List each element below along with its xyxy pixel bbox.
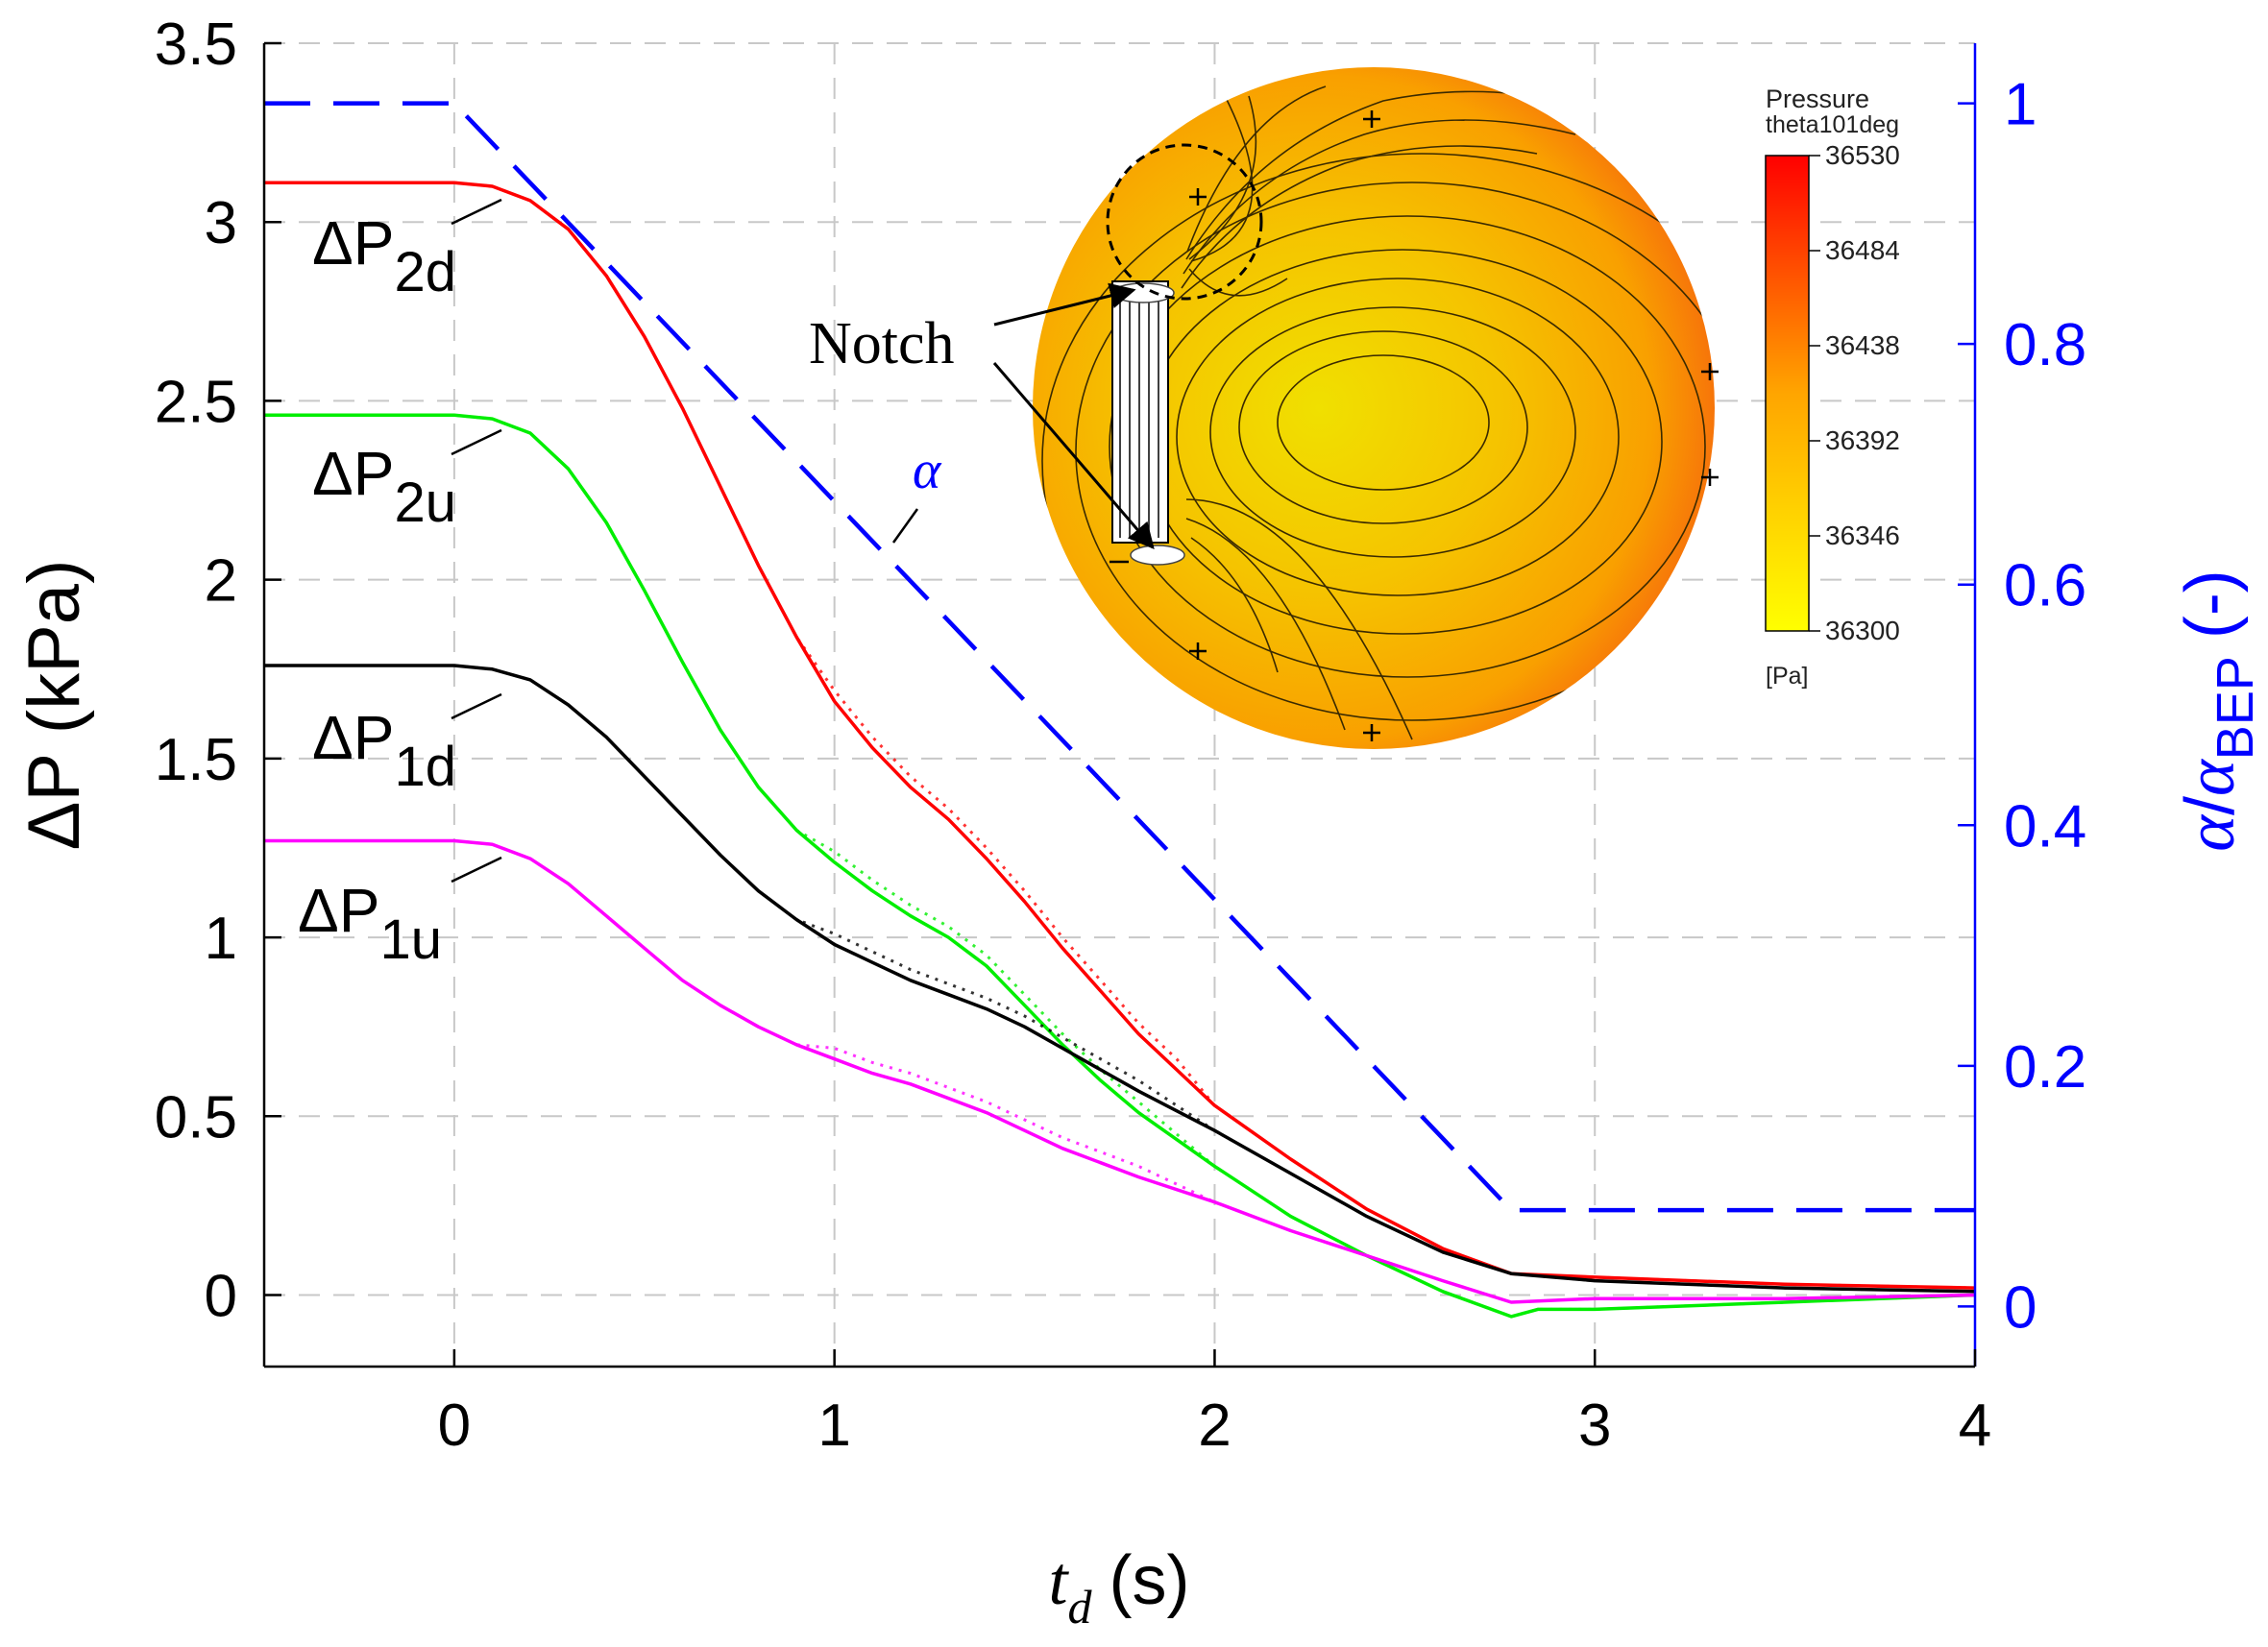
pressure-disc: [1033, 67, 1715, 749]
x-label-sub: d: [1068, 1580, 1093, 1634]
cb-tick-label: 36484: [1825, 235, 1900, 265]
series-label-ΔP2u: ΔP2u: [312, 439, 456, 534]
y2-tick-label: 0: [2004, 1274, 2036, 1341]
y2-label-sub: BEP: [2207, 656, 2264, 760]
series-measured-ΔP2d: [264, 181, 1975, 1290]
y-tick-label: 3.5: [155, 12, 237, 78]
series-label-ΔP2d: ΔP2d: [312, 208, 456, 303]
colorbar-ticks: 36530 36484 36438 36392 36346 36300: [1809, 140, 1900, 645]
x-tick-label: 4: [1959, 1393, 1991, 1459]
series-leader-ΔP1u: [451, 856, 502, 884]
x-tick-label: 2: [1198, 1393, 1231, 1459]
series-measured-ΔP1d: [264, 664, 1975, 1294]
notch-lower: [1130, 545, 1185, 566]
y2-tick-label: 0.2: [2004, 1034, 2086, 1101]
alpha-leader: [891, 508, 919, 544]
y2-label-alpha2: α: [2172, 759, 2249, 796]
series-line-ΔP2u: [264, 413, 1975, 1319]
cb-tick-label: 36300: [1825, 616, 1900, 645]
colorbar-title: Pressure: [1766, 85, 1869, 113]
colorbar-subtitle: theta101deg: [1766, 111, 1899, 138]
series-leader-ΔP2u: [451, 428, 502, 456]
x-tick-label: 0: [438, 1393, 471, 1459]
y2-label-sep: /: [2172, 796, 2249, 815]
cb-tick-label: 36438: [1825, 330, 1900, 360]
measurement-markers: [1110, 110, 1719, 741]
cb-tick-label: 36392: [1825, 425, 1900, 455]
series-leader-ΔP2d: [451, 198, 502, 226]
y2-tick-label: 0.4: [2004, 793, 2086, 860]
x-tick-label: 1: [817, 1393, 850, 1459]
series-layer: [264, 101, 1975, 1319]
x-tick-label: 3: [1578, 1393, 1611, 1459]
cb-tick-label: 36530: [1825, 140, 1900, 170]
y-tick-label: 0: [205, 1264, 237, 1330]
series-line-alpha: [264, 101, 1975, 1213]
x-axis-label: td (s): [1049, 1542, 1190, 1634]
notch-label: Notch: [809, 311, 955, 376]
colorbar: [1765, 155, 1810, 632]
series-labels: ΔP2d ΔP2u ΔP1d ΔP1u α: [298, 198, 942, 971]
series-label-ΔP1d: ΔP1d: [312, 703, 456, 798]
y-tick-label: 1.5: [155, 727, 237, 793]
x-label-unit: (s): [1110, 1542, 1190, 1619]
y2-axis-label: α/αBEP(-): [2172, 569, 2264, 852]
series-measured-ΔP1u: [264, 839, 1975, 1304]
pressure-contour-inset: Notch Pressure theta101deg [Pa] 36530 364…: [809, 67, 1900, 749]
y2-label-unit: (-): [2172, 569, 2249, 639]
y-tick-label: 0.5: [155, 1084, 237, 1150]
y-tick-label: 1: [205, 906, 237, 972]
series-leader-ΔP1d: [451, 692, 502, 720]
alpha-label: α: [913, 441, 942, 500]
y-tick-label: 2.5: [155, 369, 237, 435]
x-label-main: t: [1049, 1542, 1070, 1619]
contour-lines: [1041, 85, 1715, 749]
notch-arrow-lower: [992, 362, 1155, 550]
y-tick-label: 2: [205, 548, 237, 615]
y2-label-alpha: α: [2172, 814, 2249, 852]
cb-tick-label: 36346: [1825, 521, 1900, 550]
y-axis-label: ΔP (kPa): [13, 560, 95, 851]
series-label-ΔP1u: ΔP1u: [298, 876, 442, 971]
notch-arrow-upper: [993, 282, 1136, 327]
series-line-ΔP1u: [264, 838, 1975, 1304]
y-tick-label: 3: [205, 190, 237, 256]
axis-ticks: 0 1 2 3 400.511.522.533.500.20.40.60.81: [155, 12, 2086, 1459]
y2-tick-label: 0.8: [2004, 312, 2086, 378]
colorbar-unit: [Pa]: [1766, 663, 1808, 690]
y2-tick-label: 1: [2004, 72, 2036, 138]
y2-tick-label: 0.6: [2004, 553, 2086, 619]
blade-lines: [1119, 288, 1159, 538]
axes-frame: [262, 43, 1977, 1368]
zoom-circle: [1106, 143, 1263, 301]
